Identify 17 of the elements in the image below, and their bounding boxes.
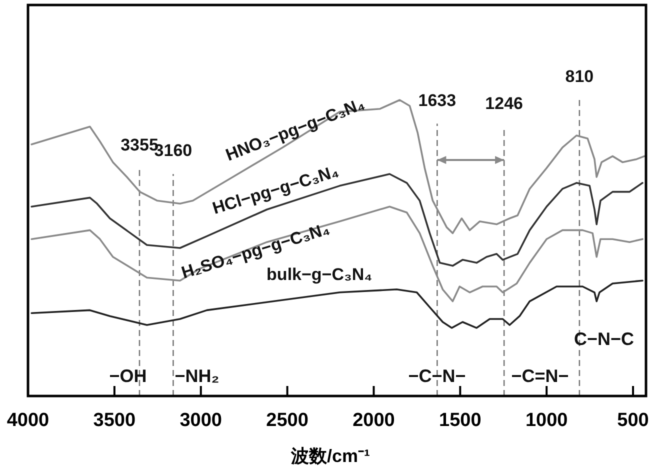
ref-line-label: 810	[565, 67, 594, 86]
ref-line-label: 1246	[485, 94, 523, 113]
x-tick-label: 1500	[439, 410, 482, 431]
x-tick-label: 3000	[180, 410, 222, 431]
ref-line-label: 1633	[418, 90, 456, 110]
annotation: −C=N−	[511, 366, 569, 386]
x-tick-label: 500	[617, 410, 649, 431]
annotation: −OH	[109, 366, 147, 386]
annotation: −C−N−	[408, 366, 466, 386]
x-tick-label: 1000	[525, 410, 568, 431]
x-tick-label: 4000	[6, 410, 50, 431]
x-tick-label: 2500	[266, 410, 308, 431]
x-axis-title: 波数/cm⁻¹	[290, 446, 370, 466]
x-tick-label: 3500	[93, 410, 136, 431]
x-tick-label: 2000	[352, 410, 395, 431]
annotation: −NH₂	[174, 366, 220, 386]
annotation: C−N−C	[574, 329, 634, 349]
